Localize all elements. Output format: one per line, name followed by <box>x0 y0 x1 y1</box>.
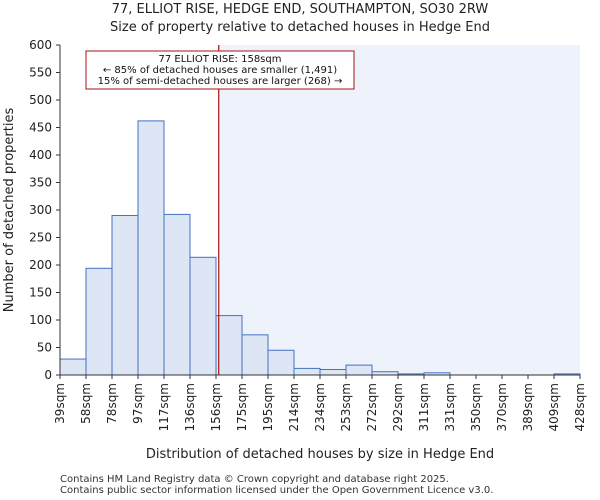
x-tick-label: 58sqm <box>79 383 93 424</box>
footer-line-2: Contains public sector information licen… <box>60 485 494 496</box>
y-tick-label: 400 <box>29 148 52 162</box>
bar-195sqm <box>267 349 295 376</box>
x-tick-label: 272sqm <box>365 383 379 431</box>
y-axis-label: Number of detached properties <box>2 108 17 313</box>
bar-117sqm <box>163 213 191 376</box>
x-tick-label: 39sqm <box>53 383 67 424</box>
bar-58sqm <box>85 267 113 376</box>
bar-214sqm <box>293 367 321 376</box>
x-tick-label: 428sqm <box>573 383 587 431</box>
x-tick-label: 292sqm <box>391 383 405 431</box>
chart-subtitle: Size of property relative to detached ho… <box>110 20 490 35</box>
bar-253sqm <box>345 364 373 376</box>
y-ticks: 0 50 100 150 200 250 300 350 400 450 500 550 600 <box>29 38 60 382</box>
x-tick-label: 117sqm <box>157 383 171 431</box>
x-tick-label: 214sqm <box>287 383 301 431</box>
y-tick-label: 450 <box>29 121 52 135</box>
highlight-region <box>218 45 580 375</box>
x-tick-label: 234sqm <box>313 383 327 431</box>
y-tick-label: 200 <box>29 258 52 272</box>
x-tick-label: 331sqm <box>443 383 457 431</box>
y-tick-label: 350 <box>29 176 52 190</box>
chart-title: 77, ELLIOT RISE, HEDGE END, SOUTHAMPTON,… <box>111 2 489 17</box>
y-tick-label: 0 <box>44 368 52 382</box>
bar-97sqm <box>137 120 165 376</box>
annotation-line-1: 77 ELLIOT RISE: 158sqm <box>159 54 282 65</box>
x-tick-label: 78sqm <box>105 383 119 424</box>
x-axis-label: Distribution of detached houses by size … <box>146 447 494 462</box>
annotation-line-2: ← 85% of detached houses are smaller (1,… <box>103 65 337 76</box>
x-tick-label: 311sqm <box>417 383 431 431</box>
annotation-box <box>85 50 355 90</box>
x-tick-label: 350sqm <box>469 383 483 431</box>
x-tick-label: 136sqm <box>183 383 197 431</box>
y-tick-label: 50 <box>37 341 52 355</box>
bar-39sqm <box>59 358 87 376</box>
bar-78sqm <box>111 215 139 376</box>
y-tick-label: 300 <box>29 203 52 217</box>
bar-175sqm <box>241 334 269 376</box>
y-tick-label: 150 <box>29 286 52 300</box>
y-tick-label: 100 <box>29 313 52 327</box>
x-tick-label: 195sqm <box>261 383 275 431</box>
y-tick-label: 500 <box>29 93 52 107</box>
bars-group <box>59 120 581 376</box>
annotation-line-3: 15% of semi-detached houses are larger (… <box>98 76 343 87</box>
bar-136sqm <box>189 256 217 376</box>
y-tick-label: 600 <box>29 38 52 52</box>
x-tick-label: 409sqm <box>547 383 561 431</box>
x-tick-label: 97sqm <box>131 383 145 424</box>
bar-156sqm <box>215 315 243 376</box>
x-tick-label: 389sqm <box>521 383 535 431</box>
x-tick-label: 156sqm <box>209 383 223 431</box>
bar-234sqm <box>319 369 347 376</box>
x-tick-label: 175sqm <box>235 383 249 431</box>
y-tick-label: 250 <box>29 231 52 245</box>
x-tick-label: 253sqm <box>339 383 353 431</box>
y-tick-label: 550 <box>29 66 52 80</box>
x-tick-label: 370sqm <box>495 383 509 431</box>
x-ticks: 39sqm 58sqm 78sqm 97sqm 117sqm 136sqm 156sqm 17… <box>53 375 587 431</box>
footer-line-1: Contains HM Land Registry data © Crown c… <box>60 474 449 485</box>
